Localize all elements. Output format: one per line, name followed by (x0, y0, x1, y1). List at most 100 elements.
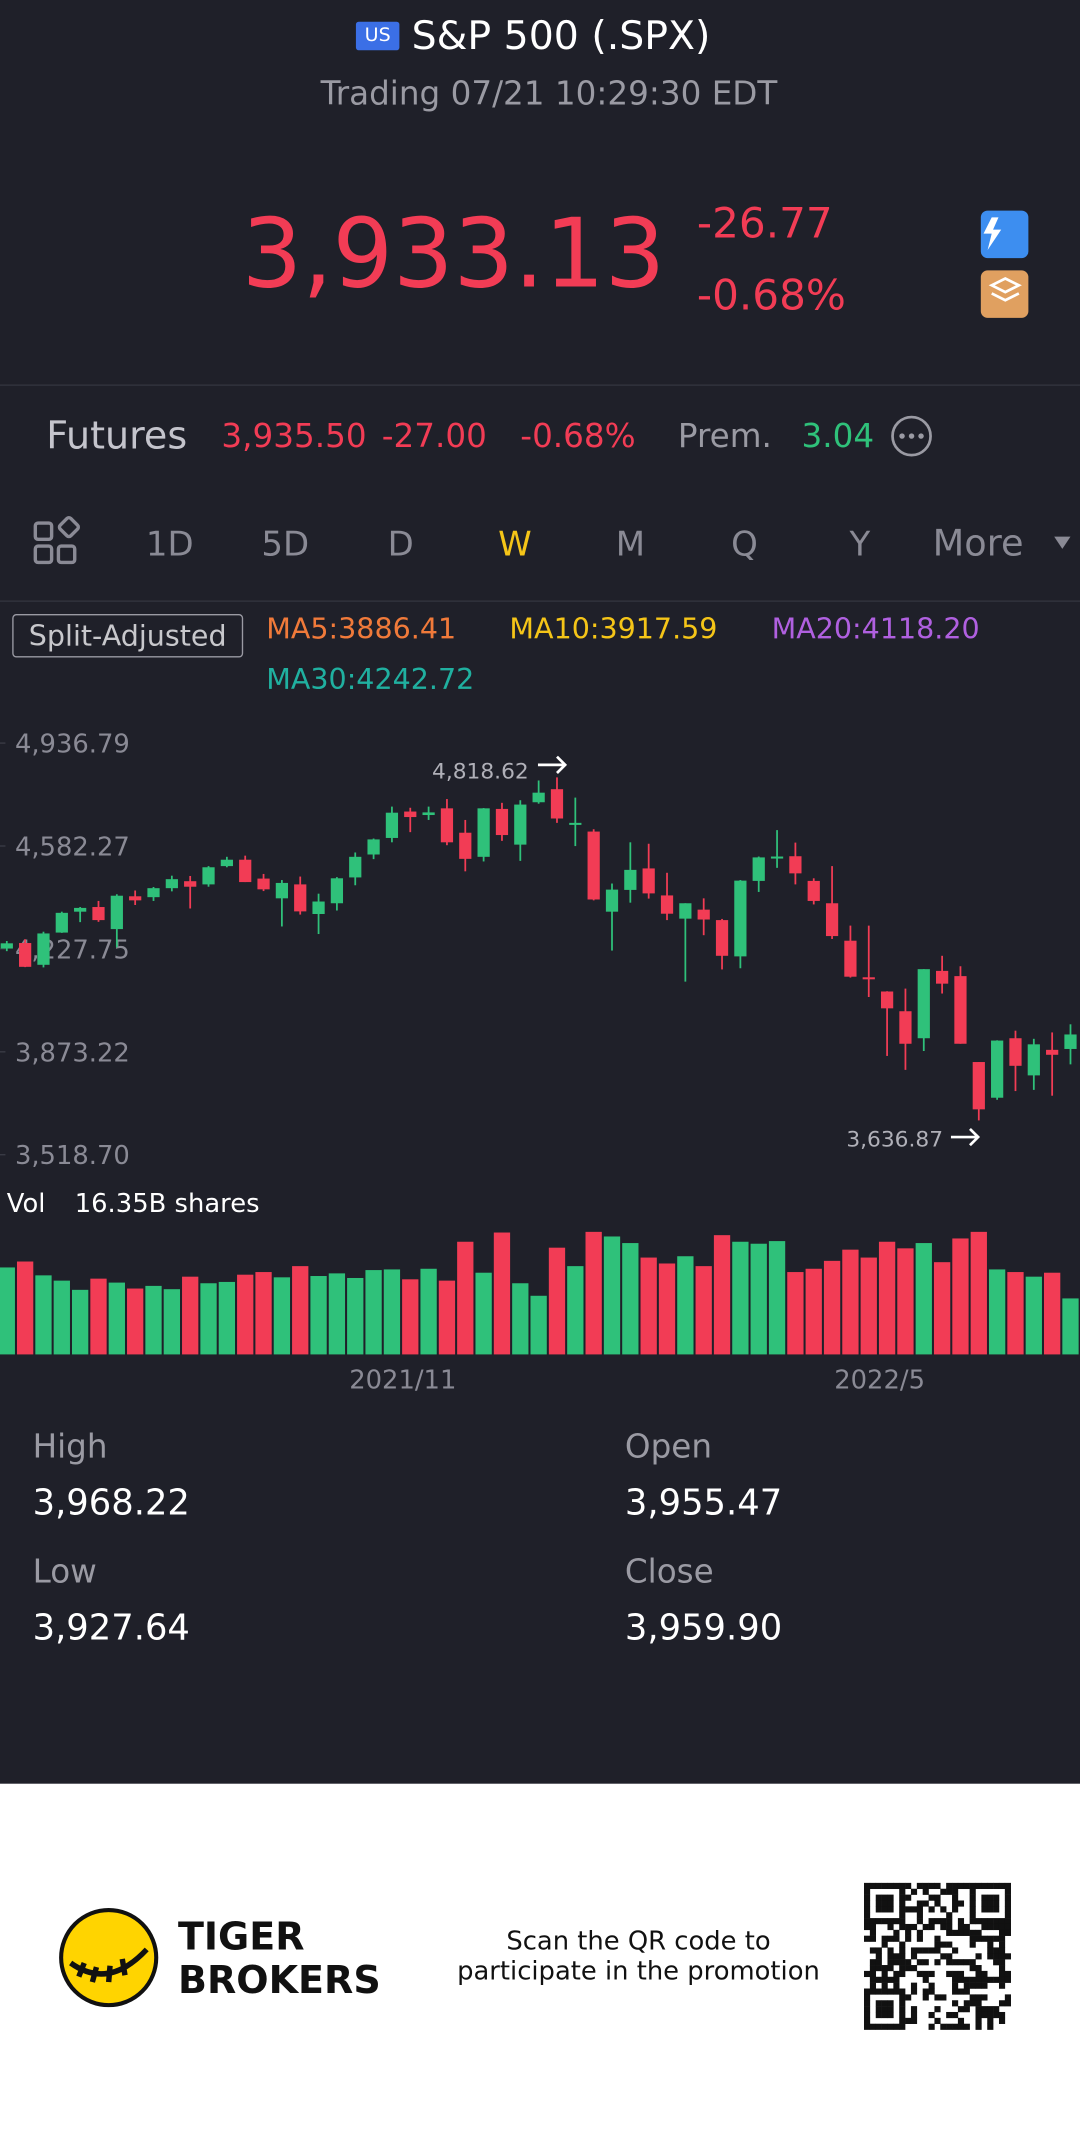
qr-module (987, 1906, 994, 1913)
qr-module (928, 1947, 935, 1954)
qr-module (928, 2011, 935, 2019)
qr-module (1004, 1906, 1011, 1913)
qr-module (998, 1970, 1006, 1978)
volume-bar (695, 1266, 712, 1355)
qr-module (928, 1894, 935, 1901)
tab[interactable]: M (616, 525, 645, 565)
more-icon[interactable] (891, 415, 932, 457)
tab[interactable]: Y (849, 525, 871, 565)
qr-module (975, 1882, 982, 1890)
qr-module (975, 2000, 982, 2007)
qr-module (963, 1982, 970, 1989)
divider (0, 600, 1080, 602)
candle-body (202, 867, 215, 885)
flash-icon[interactable] (980, 210, 1029, 259)
tab[interactable]: 1D (146, 525, 194, 565)
qr-module (875, 2000, 882, 2007)
qr-module (946, 1912, 953, 1919)
qr-module (893, 1959, 900, 1966)
qr-module (899, 1882, 906, 1890)
qr-module (899, 1894, 906, 1901)
qr-module (887, 1923, 894, 1931)
candle-body (642, 868, 655, 894)
tab[interactable]: More (933, 522, 1024, 565)
qr-module (998, 1965, 1006, 1972)
candle-body (440, 808, 454, 843)
qr-module (881, 1941, 888, 1948)
volume-bar (860, 1257, 877, 1355)
volume-bar (585, 1231, 602, 1355)
candle-body (734, 880, 747, 957)
qr-module (869, 1976, 877, 1983)
qr-module (875, 1947, 882, 1954)
candle-body (184, 881, 197, 887)
qr-module (887, 2006, 894, 2013)
candle-body (1064, 1034, 1077, 1049)
qr-module (875, 1882, 882, 1890)
qr-module (946, 2023, 953, 2030)
qr-module (993, 1894, 1000, 1901)
qr-module (922, 1923, 929, 1931)
volume-bar (988, 1269, 1006, 1355)
candle-body (165, 879, 178, 889)
qr-module (1004, 1953, 1011, 1960)
qr-module (975, 1982, 982, 1989)
dropdown-arrow[interactable] (1054, 536, 1071, 549)
brand: BROKERS (177, 1957, 381, 2003)
qr-module (899, 2023, 906, 2030)
candle-body (74, 907, 87, 912)
tab[interactable]: Q (731, 525, 758, 565)
qr-module (881, 1906, 888, 1913)
qr-module (869, 1947, 877, 1954)
qr-module (993, 1882, 1000, 1890)
qr-module (981, 1923, 988, 1931)
qr-module (916, 1947, 923, 1954)
qr-code[interactable] (864, 1882, 1011, 2030)
tab[interactable]: W (498, 525, 532, 565)
qr-module (864, 1888, 871, 1895)
qr-module (916, 1970, 923, 1978)
volume-bar (182, 1276, 199, 1355)
qr-module (998, 1982, 1006, 1989)
qr-module (987, 1953, 994, 1960)
qr-module (957, 1918, 965, 1925)
qr-module (963, 1988, 970, 1995)
tab[interactable]: D (388, 525, 414, 565)
qr-module (869, 1959, 877, 1966)
futures-change: -27.00 (381, 417, 487, 456)
qr-module (993, 1976, 1000, 1983)
qr-module (922, 1947, 929, 1954)
qr-module (887, 1988, 894, 1995)
qr-module (1004, 2000, 1011, 2007)
layers-glyph (988, 276, 1022, 302)
qr-module (869, 1988, 877, 1995)
layout-icon[interactable] (33, 515, 81, 565)
x-tick-label: 2021/11 (349, 1365, 456, 1395)
qr-module (987, 1918, 994, 1925)
qr-module (998, 2011, 1006, 2019)
qr-module (887, 1959, 894, 1966)
candle-body (422, 812, 435, 816)
qr-module (922, 1970, 929, 1978)
qr-module (887, 2023, 894, 2030)
qr-module (952, 1906, 959, 1913)
qr-module (946, 1929, 953, 1936)
qr-module (899, 1900, 906, 1907)
volume-bar (750, 1243, 767, 1355)
qr-module (869, 1982, 877, 1989)
qr-module (881, 1976, 888, 1983)
qr-module (916, 1929, 923, 1936)
qr-module (1004, 1882, 1011, 1890)
adjust-label[interactable]: Split-Adjusted (12, 614, 244, 658)
qr-module (981, 2006, 988, 2013)
qr-module (1004, 1918, 1011, 1925)
qr-module (881, 1988, 888, 1995)
qr-module (952, 1976, 959, 1983)
candle-body (220, 859, 233, 867)
volume-bar (512, 1283, 529, 1355)
flash-glyph (983, 217, 1002, 250)
volume-bar (768, 1241, 786, 1355)
qr-module (916, 1912, 923, 1919)
premium: 3.04 (801, 417, 875, 456)
tab[interactable]: 5D (261, 525, 309, 565)
